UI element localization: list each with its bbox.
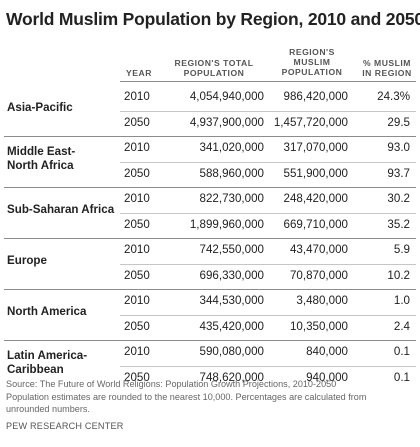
percent-muslim-cell: 1.0: [393, 294, 410, 307]
region-label: Latin America-: [7, 349, 88, 362]
total-population-cell: 748,620,000: [199, 370, 264, 384]
total-population-cell: 590,080,000: [199, 345, 264, 358]
muslim-population-cell: 669,710,000: [283, 217, 348, 231]
percent-muslim-cell: 10.2: [387, 268, 410, 282]
total-population-cell: 4,937,900,000: [189, 115, 264, 129]
percent-muslim-cell: 5.9: [393, 243, 410, 256]
header-pct-line-1: % MUSLIM: [363, 58, 411, 68]
row-divider: [120, 314, 416, 316]
total-population-cell: 742,550,000: [199, 243, 264, 256]
year-cell: 2050: [124, 319, 150, 333]
row-divider: [4, 187, 416, 188]
row-divider: [120, 365, 416, 367]
total-population-cell: 435,420,000: [199, 319, 264, 333]
muslim-population-cell: 551,900,000: [283, 166, 348, 180]
year-cell: 2050: [124, 217, 150, 231]
muslim-population-cell: 248,420,000: [283, 192, 348, 205]
row-divider: [4, 289, 416, 290]
muslim-population-cell: 986,420,000: [283, 90, 348, 103]
percent-muslim-cell: 0.1: [393, 345, 410, 358]
row-divider: [120, 161, 416, 163]
header-pct-line-2: IN REGION: [362, 68, 412, 78]
total-population-cell: 4,054,940,000: [189, 90, 264, 103]
percent-muslim-cell: 93.0: [387, 141, 410, 154]
region-label: Middle East-: [7, 145, 76, 158]
total-population-cell: 341,020,000: [199, 141, 264, 154]
muslim-population-cell: 70,870,000: [289, 268, 348, 282]
total-population-cell: 696,330,000: [199, 268, 264, 282]
row-divider: [4, 340, 416, 341]
muslim-population-cell: 840,000: [306, 345, 348, 358]
year-cell: 2050: [124, 268, 150, 282]
row-divider: [120, 81, 416, 82]
region-label: North America: [7, 305, 87, 318]
year-cell: 2010: [124, 141, 150, 154]
muslim-population-cell: 940,000: [306, 370, 348, 384]
year-cell: 2010: [124, 294, 150, 307]
header-total-line-2: POPULATION: [183, 68, 245, 78]
total-population-cell: 344,530,000: [199, 294, 264, 307]
header-total-population: REGION'S TOTAL POPULATION: [160, 58, 268, 78]
percent-muslim-cell: 24.3%: [377, 90, 410, 103]
row-divider: [120, 263, 416, 265]
region-label: North Africa: [7, 159, 74, 172]
source-credit: PEW RESEARCH CENTER: [6, 421, 124, 431]
muslim-population-cell: 43,470,000: [289, 243, 348, 256]
row-divider: [4, 136, 416, 137]
muslim-population-cell: 3,480,000: [296, 294, 348, 307]
row-divider: [120, 212, 416, 214]
header-total-line-1: REGION'S TOTAL: [174, 58, 254, 68]
year-cell: 2050: [124, 370, 150, 384]
header-muslim-population: REGION'S MUSLIM POPULATION: [272, 47, 352, 77]
region-label: Sub-Saharan Africa: [7, 203, 115, 216]
region-label: Asia-Pacific: [7, 101, 73, 114]
footnote-line-3: unrounded numbers.: [6, 404, 90, 414]
year-cell: 2010: [124, 345, 150, 358]
total-population-cell: 588,960,000: [199, 166, 264, 180]
percent-muslim-cell: 35.2: [387, 217, 410, 231]
region-label: Caribbean: [7, 363, 64, 376]
footnote-line-2: Population estimates are rounded to the …: [6, 391, 367, 402]
year-cell: 2010: [124, 90, 150, 103]
chart-title: World Muslim Population by Region, 2010 …: [6, 9, 420, 29]
percent-muslim-cell: 29.5: [387, 115, 410, 129]
header-year-line: YEAR: [126, 68, 152, 78]
muslim-population-cell: 317,070,000: [283, 141, 348, 154]
row-divider: [120, 110, 416, 112]
header-muslim-line-1: REGION'S: [289, 47, 335, 57]
year-cell: 2050: [124, 115, 150, 129]
region-label: Europe: [7, 254, 47, 267]
header-percent-muslim: % MUSLIM IN REGION: [356, 58, 418, 78]
year-cell: 2010: [124, 192, 150, 205]
header-year: YEAR: [120, 68, 158, 78]
year-cell: 2050: [124, 166, 150, 180]
footnote: Source: The Future of World Religions: P…: [6, 378, 416, 416]
percent-muslim-cell: 0.1: [393, 370, 410, 384]
year-cell: 2010: [124, 243, 150, 256]
header-muslim-line-3: POPULATION: [281, 67, 343, 77]
muslim-population-cell: 10,350,000: [289, 319, 348, 333]
footnote-line-1: Source: The Future of World Religions: P…: [6, 379, 337, 389]
percent-muslim-cell: 30.2: [387, 192, 410, 205]
row-divider: [4, 238, 416, 239]
total-population-cell: 1,899,960,000: [189, 217, 264, 231]
header-muslim-line-2: MUSLIM: [293, 57, 331, 67]
total-population-cell: 822,730,000: [199, 192, 264, 205]
percent-muslim-cell: 2.4: [393, 319, 410, 333]
percent-muslim-cell: 93.7: [387, 166, 410, 180]
muslim-population-cell: 1,457,720,000: [273, 115, 348, 129]
